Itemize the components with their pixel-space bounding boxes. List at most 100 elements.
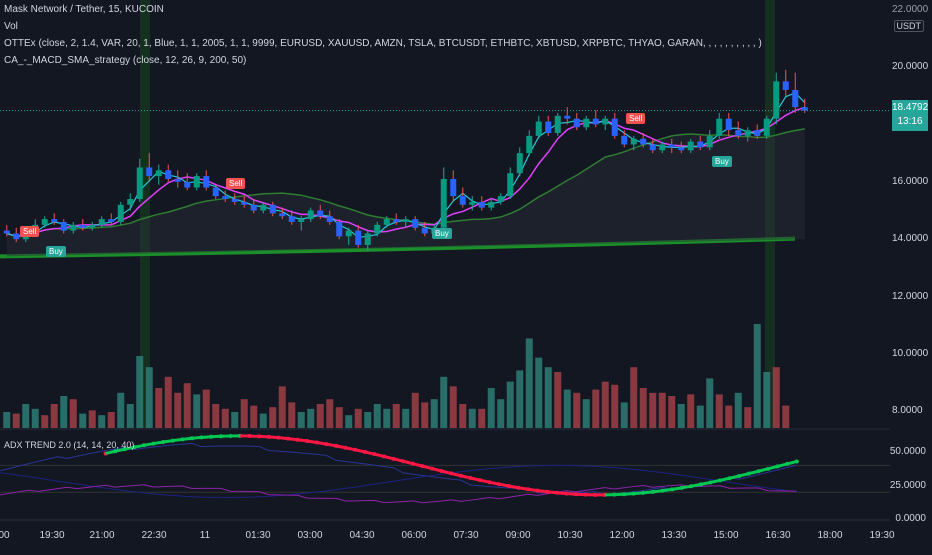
volume-bar (98, 415, 105, 428)
candle-body (754, 130, 760, 136)
candle-body (184, 182, 190, 188)
volume-bar (155, 388, 162, 428)
candle-body (270, 205, 276, 214)
time-tick-label: 09:00 (505, 530, 530, 541)
candle-body (384, 219, 390, 225)
volume-bar (545, 367, 552, 428)
price-tick-label: 14.0000 (892, 233, 926, 244)
adx-trend-dot (795, 459, 799, 463)
strategy-legend[interactable]: CA_-_MACD_SMA_strategy (close, 12, 26, 9… (4, 55, 246, 66)
candle-body (260, 205, 266, 211)
volume-bar (345, 415, 352, 428)
time-tick-label: 11 (200, 530, 210, 541)
volume-bar (393, 404, 400, 428)
volume-bar (402, 409, 409, 428)
time-tick-label: 01:30 (245, 530, 270, 541)
volume-bar (51, 404, 58, 428)
volume-bar (383, 409, 390, 428)
volume-bar (412, 393, 419, 428)
adx-tick-label: 25.0000 (890, 480, 926, 491)
candle-body (631, 139, 637, 145)
volume-bar (136, 356, 143, 428)
candle-body (697, 142, 703, 148)
volume-bar (564, 390, 571, 428)
candle-body (517, 153, 523, 173)
volume-bar (231, 412, 238, 428)
candle-body (792, 90, 798, 107)
candle-body (393, 219, 399, 222)
adx-tick-label: 0.0000 (895, 513, 926, 524)
volume-bar (763, 372, 770, 428)
currency-badge[interactable]: USDT (894, 20, 925, 32)
candle-body (108, 219, 114, 222)
price-tick-label: 16.0000 (892, 176, 926, 187)
candle-body (194, 176, 200, 187)
ma-band (7, 129, 805, 257)
ottex-legend[interactable]: OTTEx (close, 2, 1.4, VAR, 20, 1, Blue, … (4, 38, 762, 49)
volume-bar (298, 412, 305, 428)
volume-bar (22, 404, 29, 428)
volume-bar (535, 358, 542, 428)
volume-bar (279, 386, 286, 428)
candle-body (745, 130, 751, 136)
adx-legend[interactable]: ADX TREND 2.0 (14, 14, 20, 40) (4, 440, 134, 450)
candle-body (403, 219, 409, 222)
volume-bar (754, 324, 761, 428)
candle-body (593, 119, 599, 125)
volume-bar (60, 396, 67, 428)
candle-body (327, 216, 333, 222)
volume-bar (526, 338, 533, 428)
candle-body (441, 179, 447, 228)
price-axis-partial: 22.0000 (892, 4, 926, 15)
volume-bar (516, 370, 523, 428)
candle-body (317, 211, 323, 217)
candle-body (640, 139, 646, 145)
volume-bar (649, 393, 656, 428)
candle-body (241, 202, 247, 205)
candle-body (412, 219, 418, 228)
volume-bar (440, 377, 447, 428)
candle-body (289, 216, 295, 222)
candle-body (213, 188, 219, 197)
candle-body (13, 233, 19, 239)
candle-body (51, 219, 57, 222)
candle-body (479, 202, 485, 208)
price-tick-label: 10.0000 (892, 348, 926, 359)
candle-body (498, 196, 504, 202)
candle-body (127, 199, 133, 205)
volume-bar (3, 412, 10, 428)
time-tick-label: 12:00 (609, 530, 634, 541)
symbol-title[interactable]: Mask Network / Tether, 15, KUCOIN (4, 4, 164, 15)
candle-body (612, 119, 618, 136)
volume-bar (260, 414, 267, 428)
time-tick-label: 00 (0, 530, 10, 541)
candle-body (137, 167, 143, 199)
time-tick-label: 10:30 (557, 530, 582, 541)
candle-body (165, 170, 171, 179)
candle-body (536, 122, 542, 136)
time-tick-label: 13:30 (661, 530, 686, 541)
candle-body (555, 116, 561, 133)
volume-bar (706, 378, 713, 428)
candle-body (802, 107, 808, 110)
volume-bar (212, 404, 219, 428)
candle-body (346, 231, 352, 237)
volume-bar (269, 407, 276, 428)
candle-body (222, 196, 228, 199)
candle-body (232, 199, 238, 202)
volume-bar (421, 402, 428, 428)
volume-bar (317, 404, 324, 428)
volume-bar (773, 367, 780, 428)
candle-body (659, 144, 665, 150)
volume-bar (782, 406, 789, 428)
volume-bar (459, 404, 466, 428)
candle-body (678, 147, 684, 150)
volume-legend[interactable]: Vol (4, 21, 18, 32)
candle-body (203, 176, 209, 187)
volume-bar (678, 404, 685, 428)
time-tick-label: 03:00 (297, 530, 322, 541)
price-tick-label: 12.0000 (892, 291, 926, 302)
time-tick-label: 07:30 (453, 530, 478, 541)
